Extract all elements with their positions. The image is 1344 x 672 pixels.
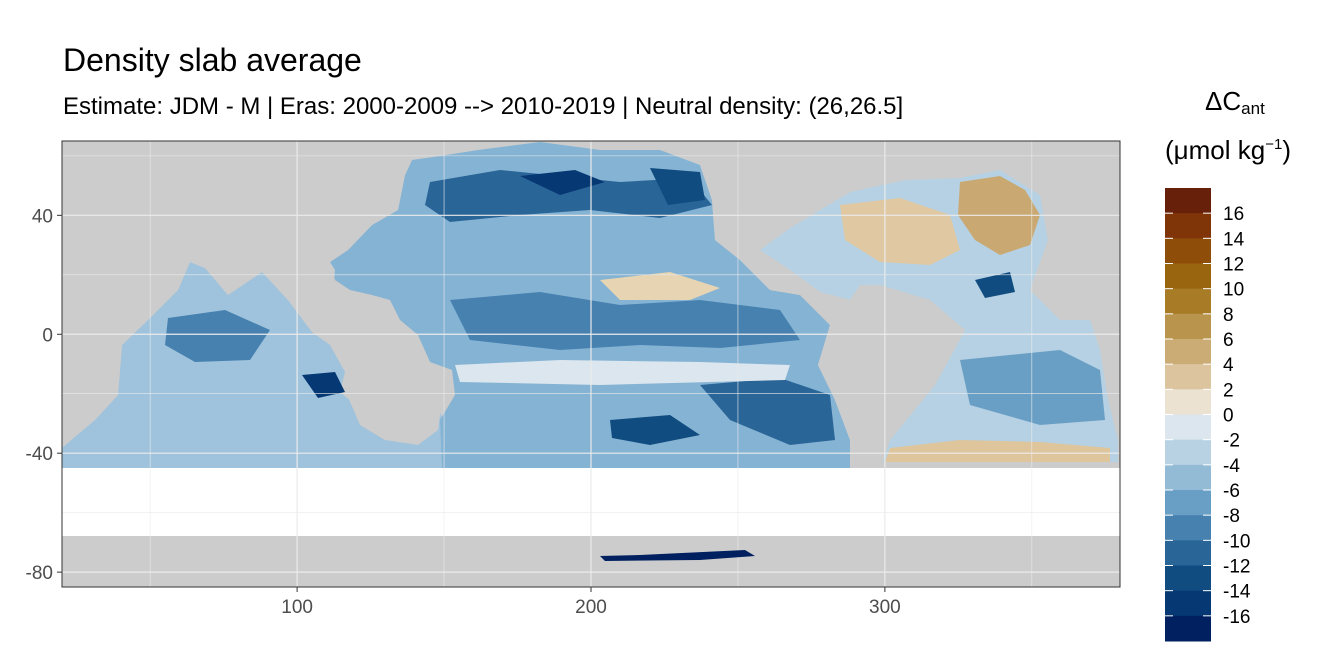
colorbar-segment xyxy=(1165,590,1211,617)
indian-negative-patch xyxy=(165,310,270,362)
chart-subtitle: Estimate: JDM - M | Eras: 2000-2009 --> … xyxy=(63,93,904,120)
y-tick-label: -40 xyxy=(26,444,53,465)
x-tick-label: 300 xyxy=(869,597,901,618)
colorbar-segment xyxy=(1165,364,1211,390)
y-axis: 40 0 -40 -80 xyxy=(26,206,62,584)
colorbar-label: 2 xyxy=(1223,380,1234,401)
x-tick-label: 200 xyxy=(575,597,607,618)
north-pacific-positive-patch xyxy=(600,272,720,300)
map-panel xyxy=(62,141,1120,587)
colorbar-label: -12 xyxy=(1223,557,1250,578)
north-pacific-negative-core-2 xyxy=(650,168,705,205)
legend-units-superscript: −1 xyxy=(1265,136,1283,153)
colorbar-legend: 16 14 12 10 8 6 4 2 0 -2 -4 -6 -8 -10 -12 -14 -16 xyxy=(1165,188,1251,642)
colorbar-label: -10 xyxy=(1223,531,1250,552)
south-atlantic-positive-band xyxy=(885,440,1110,462)
colorbar-label: 16 xyxy=(1223,204,1244,225)
colorbar-segment xyxy=(1165,263,1211,290)
colorbar-segment xyxy=(1165,464,1211,491)
x-tick-label: 100 xyxy=(281,597,313,618)
legend-title-variable: ΔCant xyxy=(1205,86,1265,119)
colorbar-segment xyxy=(1165,313,1211,340)
colorbar-label: -6 xyxy=(1223,481,1240,502)
colorbar-segment xyxy=(1165,288,1211,315)
y-tick-label: 0 xyxy=(42,325,53,346)
indian-ocean xyxy=(62,262,442,468)
atlantic-negative-core xyxy=(975,272,1015,298)
chart-title: Density slab average xyxy=(63,42,362,78)
europe xyxy=(1000,141,1120,320)
colorbar-label: -14 xyxy=(1223,582,1251,603)
south-pacific-negative xyxy=(610,415,700,445)
africa xyxy=(62,141,412,448)
colorbar-label: -8 xyxy=(1223,506,1240,527)
north-pacific-negative-core xyxy=(520,170,605,195)
americas xyxy=(700,141,965,498)
colorbar-segment xyxy=(1165,439,1211,466)
tropical-near-zero-band xyxy=(455,360,790,385)
colorbar-label: 10 xyxy=(1223,280,1244,301)
x-axis: 100 200 300 xyxy=(281,587,901,618)
colorbar-label: -4 xyxy=(1223,456,1240,477)
colorbar-segment xyxy=(1165,339,1211,365)
legend-units-open: (μmol kg xyxy=(1165,135,1266,165)
colorbar-segment xyxy=(1165,188,1211,214)
colorbar-label: -16 xyxy=(1223,607,1250,628)
colorbar-segment xyxy=(1165,414,1211,441)
colorbar-label: 8 xyxy=(1223,305,1234,326)
south-pacific-negative-2 xyxy=(700,378,835,445)
antarctic-shelf-negative xyxy=(600,550,755,561)
north-pacific-negative-band xyxy=(425,170,712,222)
colorbar-segment xyxy=(1165,615,1211,642)
y-tick-label: 40 xyxy=(32,206,53,227)
pacific-tropical-negative xyxy=(450,292,800,350)
colorbar-label: 6 xyxy=(1223,330,1234,351)
colorbar-label: 0 xyxy=(1223,406,1234,427)
colorbar-label: 14 xyxy=(1223,229,1245,250)
legend-units-close: ) xyxy=(1282,135,1291,165)
australia xyxy=(345,360,442,445)
legend-title-units: (μmol kg−1) xyxy=(1165,135,1291,166)
colorbar-segment xyxy=(1165,238,1211,264)
colorbar-segment xyxy=(1165,389,1211,415)
land-masses xyxy=(62,141,1120,587)
colorbar-segment xyxy=(1165,515,1211,541)
colorbar-segment xyxy=(1165,213,1211,239)
colorbar-label: 4 xyxy=(1223,355,1234,376)
colorbar-segment xyxy=(1165,490,1211,516)
colorbar-segment xyxy=(1165,565,1211,592)
legend-title-subscript: ant xyxy=(1241,99,1265,118)
legend-title-main: ΔC xyxy=(1205,86,1242,116)
atlantic-negative-patch xyxy=(960,350,1105,425)
indian-negative-core xyxy=(302,372,345,398)
colorbar-segment xyxy=(1165,540,1211,566)
colorbar-label: 12 xyxy=(1223,255,1244,276)
colorbar-label: -2 xyxy=(1223,431,1240,452)
gridlines xyxy=(62,141,1120,587)
y-tick-label: -80 xyxy=(26,563,53,584)
